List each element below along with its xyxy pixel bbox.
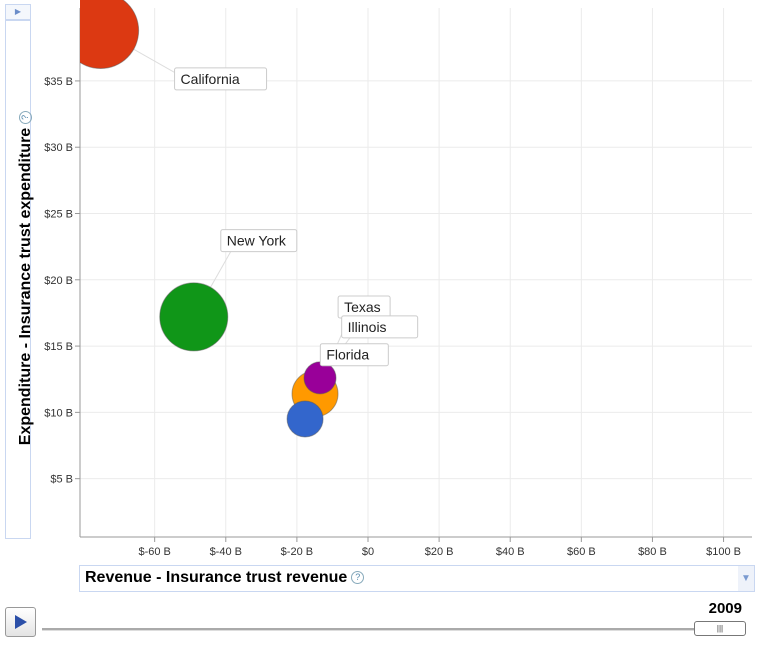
x-axis-selector[interactable]: Revenue - Insurance trust revenue? ▼ xyxy=(79,565,755,592)
x-tick-label: $0 xyxy=(362,546,374,558)
y-tick-label: $10 B xyxy=(44,407,73,419)
time-slider-thumb[interactable]: ||| xyxy=(694,621,746,636)
help-icon[interactable]: ? xyxy=(19,110,33,124)
bubble-label: New York xyxy=(227,233,287,249)
y-axis-label: Expenditure - Insurance trust expenditur… xyxy=(17,127,34,446)
help-icon[interactable]: ? xyxy=(351,571,365,585)
y-tick-label: $30 B xyxy=(44,142,73,154)
bubble-label-box xyxy=(220,229,298,253)
bubble-label: California xyxy=(181,71,240,87)
x-tick-label: $-20 B xyxy=(281,546,313,558)
x-tick-label: $100 B xyxy=(706,546,741,558)
bubble-label-box xyxy=(319,343,389,367)
y-tick-label: $25 B xyxy=(44,209,73,221)
y-tick-label: $20 B xyxy=(44,275,73,287)
play-icon xyxy=(15,615,27,629)
bubble-chart: $-60 B $-40 B $-20 B $0 $20 B $40 B $60 B $80 B… xyxy=(44,0,752,558)
y-tick-label: $35 B xyxy=(44,76,73,88)
y-axis-selector[interactable]: Expenditure - Insurance trust expenditur… xyxy=(5,20,34,539)
y-tick-label: $5 B xyxy=(50,474,73,486)
chevron-down-icon[interactable]: ▼ xyxy=(738,566,754,591)
x-tick-label: $20 B xyxy=(425,546,454,558)
bubble-label: Texas xyxy=(344,299,381,315)
x-tick-label: $40 B xyxy=(496,546,525,558)
play-button[interactable] xyxy=(5,607,36,637)
time-slider[interactable] xyxy=(42,628,742,631)
bubble-label: Florida xyxy=(326,347,369,363)
x-tick-label: $-60 B xyxy=(138,546,170,558)
bubble-label-box xyxy=(174,67,268,91)
bubble-illinois xyxy=(303,361,337,395)
x-tick-label: $60 B xyxy=(567,546,596,558)
x-tick-label: $80 B xyxy=(638,546,667,558)
bubble-california xyxy=(80,0,140,70)
expand-icon[interactable]: ▶ xyxy=(5,4,31,20)
x-axis-label: Revenue - Insurance trust revenue xyxy=(85,569,348,586)
bubble-label-box xyxy=(341,315,419,339)
bubble-new-york xyxy=(159,282,229,352)
bubble-label: Illinois xyxy=(348,319,387,335)
bubble-florida xyxy=(286,400,324,438)
year-label: 2009 xyxy=(708,600,742,617)
y-tick-label: $15 B xyxy=(44,341,73,353)
x-tick-label: $-40 B xyxy=(210,546,242,558)
